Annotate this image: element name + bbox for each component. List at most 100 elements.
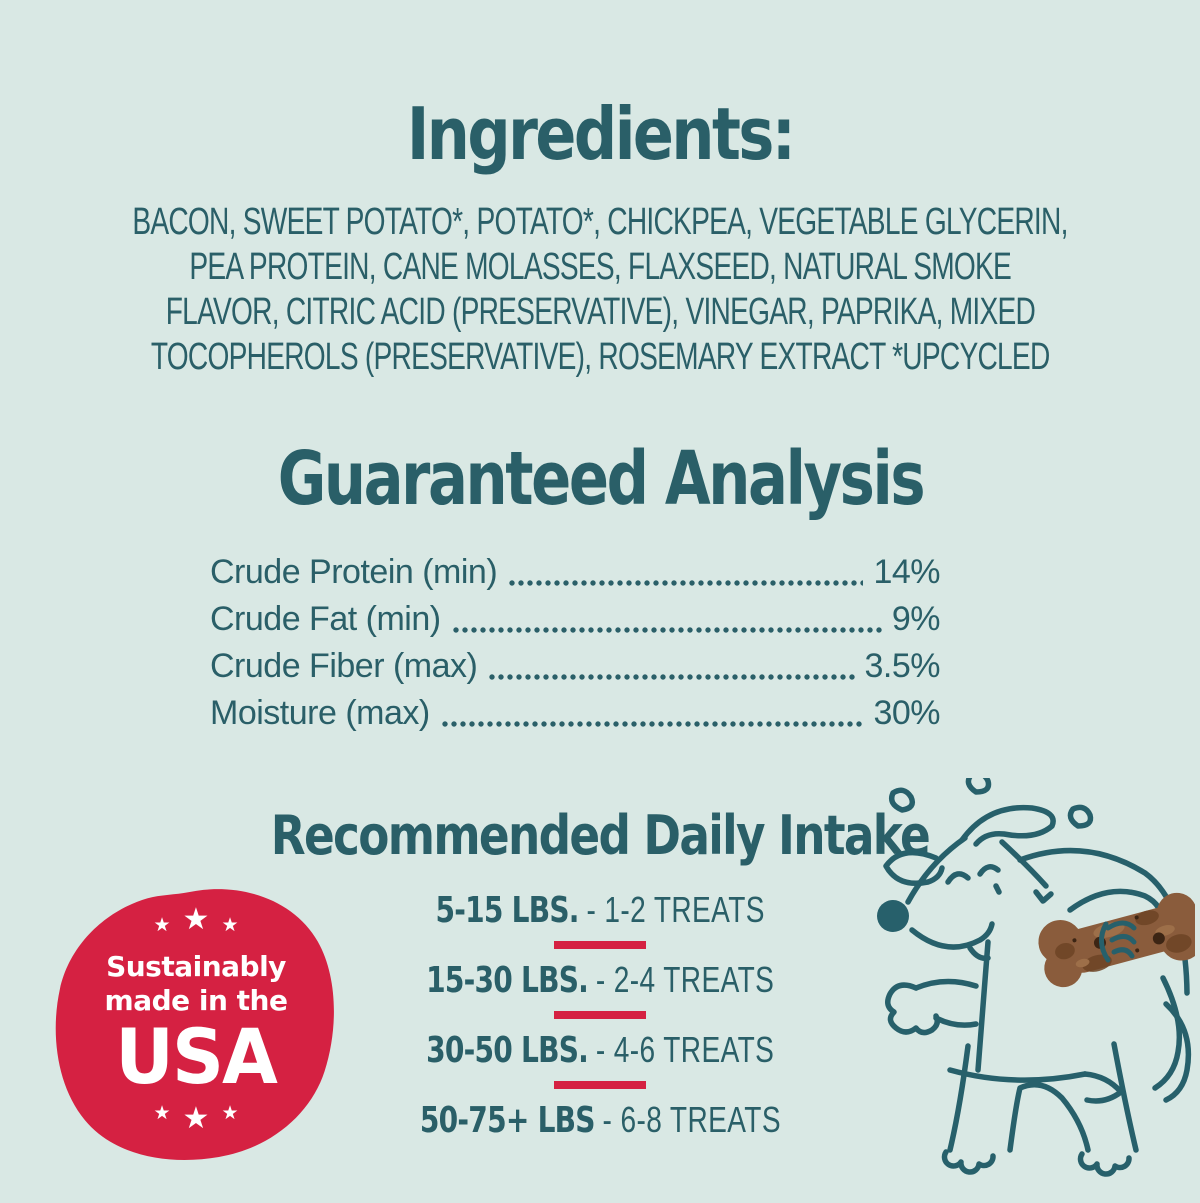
analysis-label: Crude Fiber (max) xyxy=(210,647,478,686)
dog-eye xyxy=(945,871,971,885)
dot-leader xyxy=(452,627,882,633)
dog-paw-fingers xyxy=(1111,947,1135,959)
guaranteed-analysis-heading-text: Guaranteed Analysis xyxy=(277,436,925,522)
dog-mouth xyxy=(909,921,995,950)
ingredients-line: BACON, SWEET POTATO*, POTATO*, CHICKPEA,… xyxy=(0,200,1200,245)
intake-treats: - 4-6 TREATS xyxy=(595,1029,775,1070)
analysis-row: Crude Fiber (max) 3.5% xyxy=(210,638,940,685)
ingredients-heading-text: Ingredients: xyxy=(406,92,796,176)
intake-row: 30-50 LBS. - 4-6 TREATS xyxy=(377,1028,823,1072)
dog-ear xyxy=(883,849,945,886)
intake-treats: - 1-2 TREATS xyxy=(586,889,765,930)
analysis-label: Crude Fat (min) xyxy=(210,600,441,639)
analysis-row: Moisture (max) 30% xyxy=(210,685,940,732)
dog-illustration xyxy=(877,778,1195,1177)
dog-tail xyxy=(1163,1001,1192,1103)
dog-leg xyxy=(947,1043,971,1153)
guaranteed-analysis-heading: Guaranteed Analysis xyxy=(0,436,1200,522)
analysis-row: Crude Protein (min) 14% xyxy=(210,544,940,591)
badge-star-row: ★ ★ ★ xyxy=(153,903,239,942)
intake-weight: 15-30 LBS. xyxy=(425,960,589,1001)
dog-body xyxy=(947,1067,1088,1083)
ingredients-line: FLAVOR, CITRIC ACID (PRESERVATIVE), VINE… xyxy=(13,290,1188,335)
sweat-drop-icon xyxy=(888,787,916,813)
ingredients-line-text: FLAVOR, CITRIC ACID (PRESERVATIVE), VINE… xyxy=(165,291,1035,333)
dot-leader xyxy=(509,580,864,586)
intake-row: 15-30 LBS. - 2-4 TREATS xyxy=(377,958,823,1002)
badge-star-row: ★ ★ ★ xyxy=(153,1096,239,1135)
analysis-value: 9% xyxy=(891,600,941,639)
dog-fist xyxy=(885,982,941,1036)
dog-body xyxy=(1152,975,1183,1091)
daily-intake-list: 5-15 LBS. - 1-2 TREATS 15-30 LBS. - 2-4 TR… xyxy=(0,888,1200,1142)
treat-bone xyxy=(1038,892,1195,988)
ingredients-heading: Ingredients: xyxy=(0,92,1200,176)
ingredients-line-text: BACON, SWEET POTATO*, POTATO*, CHICKPEA,… xyxy=(132,201,1068,243)
ingredients-line-text: TOCOPHEROLS (PRESERVATIVE), ROSEMARY EXT… xyxy=(150,336,1050,378)
dog-paw xyxy=(1077,1151,1132,1177)
intake-weight: 5-15 LBS. xyxy=(435,890,579,931)
ingredients-line-text: PEA PROTEIN, CANE MOLASSES, FLAXSEED, NA… xyxy=(189,246,1011,288)
dot-leader xyxy=(489,674,855,680)
badge-usa-text-inner: USA xyxy=(115,1012,279,1101)
analysis-label: Crude Protein (min) xyxy=(210,553,498,592)
intake-weight: 50-75+ LBS xyxy=(419,1100,595,1141)
dog-paw-fingers xyxy=(1099,921,1111,963)
analysis-label: Moisture (max) xyxy=(210,694,430,733)
dog-eye xyxy=(993,883,1002,895)
guaranteed-analysis-table: Crude Protein (min) 14% Crude Fat (min) … xyxy=(210,544,941,732)
daily-intake-heading: Recommended Daily Intake xyxy=(0,804,1200,867)
intake-weight: 30-50 LBS. xyxy=(425,1030,589,1071)
red-divider xyxy=(554,1081,646,1089)
red-divider xyxy=(554,941,646,949)
star-icon: ★ xyxy=(153,914,171,936)
analysis-value: 14% xyxy=(873,553,940,592)
dog-leg xyxy=(1007,1081,1091,1153)
star-icon: ★ xyxy=(182,902,210,936)
star-icon: ★ xyxy=(221,914,239,936)
analysis-row: Crude Fat (min) 9% xyxy=(210,591,941,639)
dog-body xyxy=(1082,1071,1124,1104)
intake-row: 5-15 LBS. - 1-2 TREATS xyxy=(389,888,811,932)
usa-badge-blob xyxy=(55,889,334,1160)
intake-row-text: 30-50 LBS. - 4-6 TREATS xyxy=(426,1029,774,1071)
badge-text-line2: made in the xyxy=(104,984,288,1017)
dog-chest xyxy=(975,939,991,1073)
star-icon: ★ xyxy=(153,1102,171,1124)
ingredients-list: BACON, SWEET POTATO*, POTATO*, CHICKPEA,… xyxy=(0,200,1200,380)
dog-head-outline xyxy=(905,835,968,905)
dog-paw xyxy=(941,1149,996,1175)
star-icon: ★ xyxy=(182,1101,210,1135)
dog-arm xyxy=(913,978,979,991)
dog-leg xyxy=(1111,1041,1139,1153)
usa-badge: ★ ★ ★ Sustainably made in the USA ★ ★ ★ xyxy=(50,886,342,1166)
ingredients-line: PEA PROTEIN, CANE MOLASSES, FLAXSEED, NA… xyxy=(45,245,1155,290)
intake-row-text: 15-30 LBS. - 2-4 TREATS xyxy=(426,959,774,1001)
dog-paw-fingers xyxy=(1105,920,1137,931)
dog-arm xyxy=(933,1015,979,1028)
intake-row-text: 50-75+ LBS - 6-8 TREATS xyxy=(419,1099,780,1141)
analysis-value: 30% xyxy=(873,694,940,733)
red-divider xyxy=(554,1011,646,1019)
usa-badge-content: ★ ★ ★ Sustainably made in the USA ★ ★ ★ xyxy=(50,886,342,1166)
dog-eye xyxy=(977,864,1001,877)
star-icon: ★ xyxy=(221,1102,239,1124)
intake-row: 50-75+ LBS - 6-8 TREATS xyxy=(369,1098,832,1142)
intake-treats: - 6-8 TREATS xyxy=(602,1099,781,1140)
intake-row-text: 5-15 LBS. - 1-2 TREATS xyxy=(435,889,764,931)
ingredients-line: TOCOPHEROLS (PRESERVATIVE), ROSEMARY EXT… xyxy=(0,335,1200,380)
dog-neck xyxy=(999,839,1049,889)
analysis-value: 3.5% xyxy=(864,647,941,686)
intake-treats: - 2-4 TREATS xyxy=(595,959,775,1000)
dog-paw-fingers xyxy=(1109,934,1137,945)
badge-usa-text: USA xyxy=(111,1012,280,1101)
dot-leader xyxy=(441,721,864,727)
badge-text-line1: Sustainably xyxy=(106,950,286,983)
dog-neck xyxy=(1033,889,1054,904)
dog-ear xyxy=(959,804,1056,847)
sweat-drop-icon xyxy=(1067,804,1094,829)
daily-intake-heading-text: Recommended Daily Intake xyxy=(270,804,931,867)
sweat-drop-icon xyxy=(965,778,992,795)
dog-nose xyxy=(877,900,909,932)
